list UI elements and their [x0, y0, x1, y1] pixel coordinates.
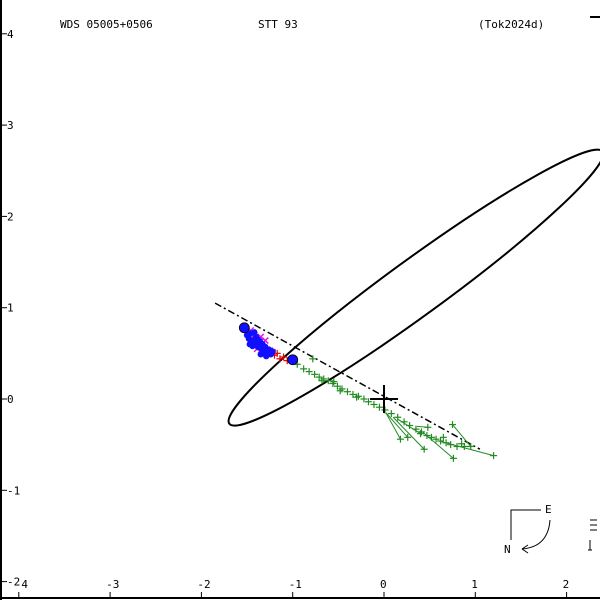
- x-tick-label: 1: [471, 578, 478, 591]
- y-tick-label: -1: [7, 484, 20, 497]
- observation-plus-marker: [453, 442, 461, 450]
- observation-dot-marker: [251, 329, 258, 336]
- observation-plus-marker: [387, 410, 395, 418]
- y-tick-label: 2: [7, 210, 14, 223]
- observation-plus-marker: [490, 452, 498, 460]
- observation-plus-marker: [396, 435, 404, 443]
- observation-plus-marker: [311, 370, 319, 378]
- residual-line: [392, 416, 425, 450]
- observation-plus-marker: [364, 398, 372, 406]
- residual-line: [438, 440, 494, 457]
- observation-dot-marker: [254, 336, 262, 343]
- observation-plus-marker: [423, 432, 431, 440]
- observation-plus-marker: [343, 388, 351, 396]
- observation-plus-marker: [424, 423, 432, 431]
- y-tick-label: 0: [7, 393, 14, 406]
- observation-plus-marker: [406, 421, 414, 429]
- observation-plus-marker: [449, 454, 457, 462]
- observation-plus-marker: [427, 433, 435, 441]
- observation-plus-marker: [360, 395, 368, 403]
- x-tick-label: -3: [106, 578, 119, 591]
- wds-identifier: WDS 05005+0506: [60, 18, 153, 31]
- compass-arrow: [521, 519, 551, 550]
- observation-plus-marker: [448, 421, 456, 429]
- scale-bar-icon: [588, 519, 597, 551]
- residual-line: [452, 424, 472, 447]
- observation-plus-marker: [300, 365, 308, 373]
- observation-plus-marker: [442, 439, 450, 447]
- x-tick-label: 2: [563, 578, 570, 591]
- observation-plus-marker: [420, 445, 428, 453]
- observation-plus-marker: [305, 368, 313, 376]
- orbit-layer: [214, 148, 600, 450]
- orbit-reference: (Tok2024d): [478, 18, 544, 31]
- observation-circle-marker: [238, 322, 250, 334]
- observation-plus-marker: [315, 373, 323, 381]
- observation-plus-marker: [458, 440, 466, 448]
- observation-dot-marker: [246, 341, 253, 348]
- observation-plus-marker: [412, 425, 420, 433]
- observation-plus-marker: [318, 377, 326, 385]
- observation-dot-marker: [257, 351, 264, 358]
- residual-line: [385, 412, 401, 440]
- y-tick-label: 4: [7, 28, 14, 41]
- primary-star-marker: [370, 385, 398, 413]
- observation-plus-marker: [370, 400, 378, 408]
- observation-plus-marker: [400, 418, 408, 426]
- observation-dot-marker: [269, 348, 276, 355]
- y-tick-label: 1: [7, 302, 14, 315]
- observation-plus-marker: [467, 442, 475, 450]
- observation-plus-marker: [276, 355, 284, 363]
- observation-plus-marker: [353, 393, 361, 401]
- orbit-ellipse: [227, 148, 600, 427]
- residual-line: [422, 431, 454, 459]
- y-tick-label: 3: [7, 119, 14, 132]
- observation-plus-marker: [437, 437, 445, 445]
- x-tick-label: -1: [289, 578, 302, 591]
- observation-plus-marker: [336, 387, 344, 395]
- observation-plus-marker: [417, 430, 425, 438]
- observation-plus-marker: [432, 435, 440, 443]
- observation-plus-marker: [447, 441, 455, 449]
- observation-plus-marker: [404, 433, 412, 441]
- observation-plus-marker: [349, 390, 357, 398]
- compass-frame: [510, 509, 541, 540]
- compass-east-label: E: [545, 503, 552, 516]
- observation-dot-marker: [263, 352, 270, 360]
- observation-plus-marker: [394, 413, 402, 421]
- observation-circle-marker: [287, 354, 299, 366]
- x-tick-label: 0: [380, 578, 387, 591]
- x-tick-label: -4: [15, 578, 29, 591]
- observation-plus-marker: [375, 403, 383, 411]
- y-tick-label: -2: [7, 576, 20, 589]
- observation-plus-marker: [333, 382, 341, 390]
- compass-arrowhead-icon: [521, 544, 529, 554]
- x-tick-label: -2: [197, 578, 210, 591]
- residual-line: [385, 412, 409, 438]
- observation-points: [238, 322, 498, 462]
- observation-plus-marker: [324, 377, 332, 385]
- observation-plus-marker: [439, 433, 447, 441]
- compass: E N: [504, 503, 552, 556]
- axis-ticks: -4 -3 -2 -1 0 1 2 4 3 2 1 0 -1 -2: [1, 28, 569, 598]
- observation-plus-marker: [309, 355, 317, 363]
- discoverer-code: STT 93: [258, 18, 298, 31]
- line-of-nodes: [214, 302, 481, 450]
- compass-north-label: N: [504, 543, 511, 556]
- observation-plus-marker: [280, 353, 288, 361]
- observation-plus-marker: [330, 378, 338, 386]
